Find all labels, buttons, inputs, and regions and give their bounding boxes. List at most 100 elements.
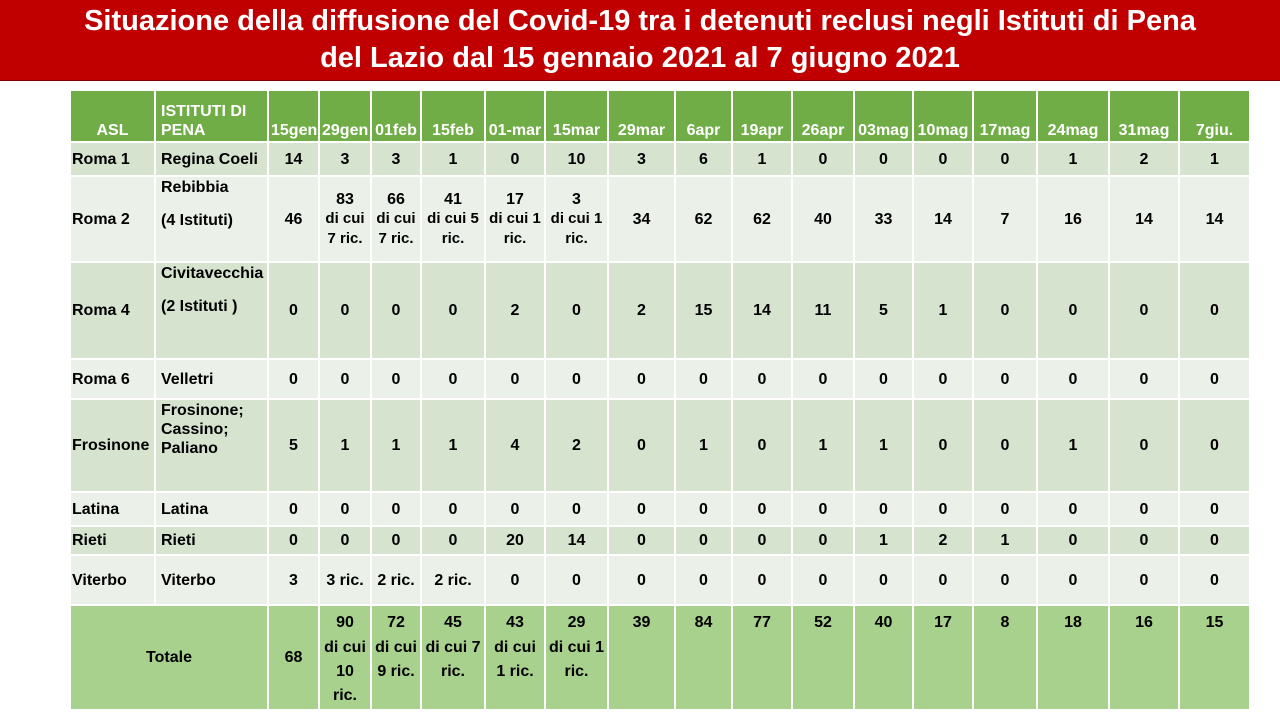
cell-value: 0 [340,500,350,518]
cell-value: 0 [699,571,708,589]
header-date: 24mag [1036,89,1110,143]
cell-value: 62 [753,210,771,228]
header-date: 19apr [731,89,793,143]
cell-value-container: 0 [972,261,1038,360]
cell-value: 1 [879,532,888,549]
cell-value: 0 [879,370,888,388]
cell-value-container: 0 [318,261,372,360]
cell-value: 0 [510,150,520,168]
cell-value: 0 [1000,150,1010,168]
cell-value: 2 [938,532,948,549]
cell-value: 2 ric. [377,571,415,589]
cell-note: di cui 9 ric. [375,639,417,680]
cell-value: 15 [1205,614,1224,631]
cell-value: 0 [1000,437,1010,454]
table-row: Rieti Rieti 0 0 0 0 20 14 0 0 0 0 1 2 1 0 0 0 [69,525,1251,556]
cell-value-container: 0 [544,358,609,400]
cell-value: 0 [391,370,401,388]
total-cell: 8 [972,604,1038,711]
cell-istituti: Civitavecchia (2 Istituti ) [154,261,269,360]
cell-value-container: 3 [607,141,676,177]
header-date-part: 7 [1195,122,1205,139]
header-date-part: 15 [432,122,450,139]
cell-value-container: 0 [1108,261,1180,360]
cell-value-container: 0 [972,554,1038,606]
cell-value-container: 0 [1036,525,1110,556]
cell-value: 83 [336,190,354,208]
cell-value-container: 1 [1036,141,1110,177]
cell-value-container: 0 [674,525,733,556]
header-date-part: 15 [271,122,289,139]
header-date-part: mag [1065,122,1099,139]
cell-value-container: 14 [1178,175,1251,263]
cell-value: 52 [814,614,832,631]
cell-value-container: 2 [1108,141,1180,177]
istituti-line: Paliano [161,440,218,457]
cell-note: di cui 7 ric. [376,209,416,247]
cell-value: 0 [938,437,948,454]
cell-value: 0 [340,370,350,388]
header-date-part: 01- [488,122,512,139]
cell-value-container: 0 [370,525,422,556]
total-label: Totale [69,604,269,711]
cell-value-container: 1 [972,525,1038,556]
cell-value-container: 0 [484,554,546,606]
cell-value: 0 [289,370,298,388]
cell-value-container: 0 [853,358,914,400]
cell-value-container: 1 [853,398,914,493]
cell-value: 0 [289,500,298,518]
cell-asl: Frosinone [69,398,156,493]
cell-value: 72 [387,614,405,631]
cell-value: 45 [444,614,462,631]
header-date-part: apr [695,122,721,139]
total-cell: 43 di cui 1 ric. [484,604,546,711]
cell-value: 11 [814,302,832,319]
cell-value-container: 15 [674,261,733,360]
cell-value: 3 [289,571,298,589]
cell-value: 1 [448,150,458,168]
cell-value-container: 0 [370,261,422,360]
cell-value-container: 0 [731,358,793,400]
cell-value: 0 [1139,437,1149,454]
table-row: Roma 4 Civitavecchia (2 Istituti ) 0 0 0 0 2 0 2 1… [69,261,1251,360]
header-date-part: 24 [1047,122,1066,139]
cell-value: 0 [1068,302,1078,319]
cell-value: 43 [506,614,524,631]
cell-value: 29 [567,614,586,631]
cell-value: 77 [753,614,771,631]
total-cell: 15 [1178,604,1251,711]
cell-value-container: 0 [607,554,676,606]
cell-value-container: 0 [1178,261,1251,360]
cell-value: 6 [699,150,708,168]
cell-value: 41 [444,190,462,208]
cell-value-container: 6 [674,141,733,177]
cell-value: 0 [1210,437,1219,454]
cell-istituti: Rieti [154,525,269,556]
cell-value: 0 [757,370,767,388]
header-date-part: 29 [617,122,636,139]
cell-value: 0 [391,302,401,319]
total-cell: 18 [1036,604,1110,711]
istituti-line: Cassino; [161,421,229,438]
header-asl: ASL [69,89,156,143]
table-row: Roma 2 Rebibbia (4 Istituti) 46 83 di cui 7 r… [69,175,1251,263]
cell-value-container: 0 [1108,491,1180,527]
header-date-part: mag [875,122,909,139]
cell-value-container: 0 [731,491,793,527]
cell-value: 0 [1139,302,1149,319]
cell-value: 7 [1000,210,1010,228]
cell-value: 0 [1068,571,1078,589]
cell-value-container: 0 [972,141,1038,177]
cell-value-container: 1 [420,141,486,177]
cell-value-container: 0 [420,358,486,400]
header-date: 10mag [912,89,974,143]
header-date-part: 01 [375,122,393,139]
istituti-spacer [161,197,265,211]
cell-value-container: 0 [1036,554,1110,606]
cell-value: 62 [694,210,713,228]
cell-asl: Latina [69,491,156,527]
header-date-part: 17 [979,122,998,139]
istituti-line: (4 Istituti) [161,212,233,229]
cell-value: 0 [757,571,767,589]
header-date-part: mar [635,122,666,139]
